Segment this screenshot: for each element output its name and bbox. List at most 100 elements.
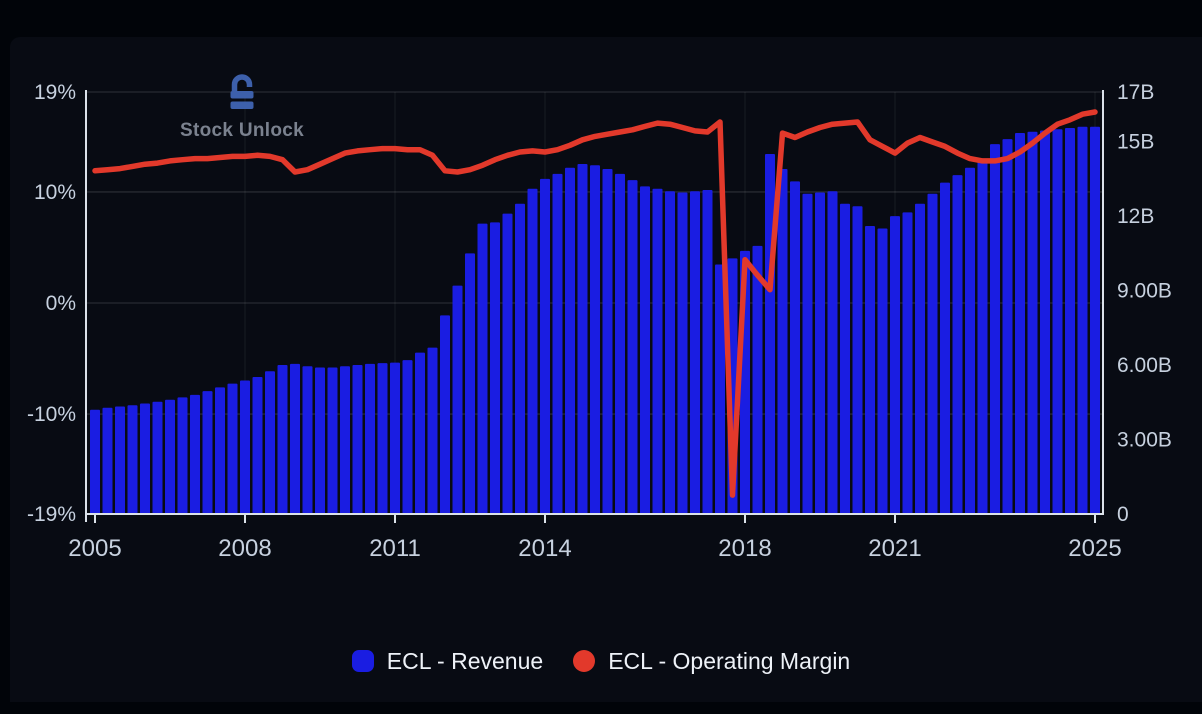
revenue-bar — [215, 387, 225, 514]
revenue-bar — [1052, 129, 1063, 514]
revenue-bar — [240, 380, 250, 514]
revenue-bar — [640, 186, 650, 514]
operating-margin-line[interactable] — [92, 109, 1098, 498]
right-axis-tick-label: 17B — [1117, 81, 1154, 104]
revenue-bar — [252, 376, 263, 514]
revenue-bar — [177, 397, 188, 514]
x-axis-tick-label: 2014 — [518, 535, 571, 562]
revenue-bar — [90, 409, 100, 514]
revenue-bar — [677, 192, 688, 515]
revenue-bar — [402, 360, 413, 514]
revenue-bar — [1015, 132, 1025, 515]
operating-margin-swatch-icon — [573, 650, 596, 672]
x-axis-tick-label: 2021 — [868, 535, 921, 562]
revenue-bar — [590, 165, 600, 514]
left-axis-tick-label: 0% — [46, 292, 76, 315]
left-axis-tick-label: -19% — [27, 503, 76, 526]
chart-legend: ECL - Revenue ECL - Operating Margin — [0, 641, 1202, 681]
revenue-bar — [340, 366, 350, 514]
revenue-bar — [815, 192, 825, 515]
revenue-bar — [952, 175, 963, 515]
revenue-bar — [102, 407, 113, 514]
revenue-bar — [1090, 126, 1100, 515]
revenue-bar — [927, 193, 938, 514]
revenue-bar — [840, 203, 850, 515]
revenue-bar — [477, 223, 488, 515]
revenue-bar — [1002, 139, 1013, 514]
revenue-bar — [352, 365, 363, 514]
legend-label-revenue: ECL - Revenue — [386, 647, 544, 674]
left-axis-tick-label: -10% — [27, 403, 76, 426]
revenue-bar — [652, 188, 663, 514]
revenue-swatch-icon — [351, 650, 374, 672]
revenue-bar — [940, 182, 950, 514]
revenue-bar — [890, 216, 900, 514]
revenue-bar — [915, 203, 925, 515]
revenue-bar — [577, 163, 588, 515]
revenue-bar — [702, 190, 713, 514]
revenue-bar — [627, 180, 638, 514]
legend-item-operating-margin[interactable]: ECL - Operating Margin — [573, 648, 850, 675]
revenue-bar — [565, 167, 575, 514]
revenue-bar — [377, 363, 388, 514]
left-axis-tick-label: 19% — [34, 81, 76, 104]
revenue-bar — [527, 188, 538, 514]
revenue-bar — [277, 365, 288, 514]
x-axis-tick-label: 2008 — [218, 535, 271, 562]
revenue-bar — [1027, 131, 1038, 514]
revenue-bar — [765, 154, 775, 514]
right-axis-tick-label: 12B — [1117, 205, 1154, 228]
revenue-bar — [152, 401, 163, 514]
right-axis-tick-label: 3.00B — [1117, 429, 1172, 452]
revenue-bar — [990, 144, 1000, 515]
revenue-bar — [790, 181, 800, 515]
revenue-bar — [490, 222, 500, 514]
revenue-bar — [440, 315, 450, 514]
revenue-bar — [265, 371, 275, 514]
revenue-bar — [752, 245, 763, 514]
revenue-bar — [290, 363, 300, 514]
left-axis-tick-label: 10% — [34, 181, 76, 204]
right-axis-labels: 17B 15B 12B 9.00B 6.00B 3.00B 0 — [1117, 81, 1172, 526]
revenue-bar — [802, 193, 813, 514]
revenue-bar — [165, 399, 175, 514]
revenue-bar — [202, 391, 213, 514]
revenue-bar — [602, 168, 613, 514]
x-axis-tick-label: 2005 — [68, 535, 121, 562]
revenue-bar — [877, 228, 888, 514]
revenue-bar — [365, 363, 375, 514]
right-axis-tick-label: 6.00B — [1117, 354, 1172, 377]
revenue-bar — [977, 161, 988, 514]
revenue-bar — [865, 226, 875, 514]
revenue-bar — [540, 178, 550, 514]
revenue-bar-series[interactable] — [90, 126, 1100, 515]
revenue-bar — [1065, 127, 1075, 515]
x-axis-tick-label: 2018 — [718, 535, 771, 562]
revenue-bar — [827, 191, 838, 514]
revenue-bar — [715, 264, 725, 514]
revenue-bar — [1040, 130, 1050, 514]
revenue-bar — [502, 213, 513, 514]
revenue-bar — [1077, 126, 1088, 515]
revenue-bar — [690, 191, 700, 514]
legend-item-revenue[interactable]: ECL - Revenue — [351, 647, 544, 675]
revenue-bar — [465, 253, 475, 514]
x-axis-tick-label: 2025 — [1068, 535, 1121, 562]
right-axis-tick-label: 9.00B — [1117, 280, 1172, 303]
revenue-bar — [140, 403, 150, 514]
revenue-bar — [665, 191, 675, 514]
revenue-bar — [427, 347, 438, 514]
revenue-bar — [965, 167, 975, 514]
revenue-bar — [302, 366, 313, 514]
revenue-bar — [615, 173, 625, 514]
left-axis-labels: 19% 10% 0% -10% -19% — [27, 81, 76, 526]
revenue-bar — [552, 173, 563, 514]
revenue-bar — [127, 405, 138, 514]
revenue-bar — [777, 168, 788, 514]
revenue-bar — [902, 212, 913, 515]
right-axis-tick-label: 0 — [1117, 503, 1129, 526]
x-axis-labels: 2005 2008 2011 2014 2018 2021 2025 — [68, 535, 1121, 562]
revenue-bar — [390, 362, 400, 514]
